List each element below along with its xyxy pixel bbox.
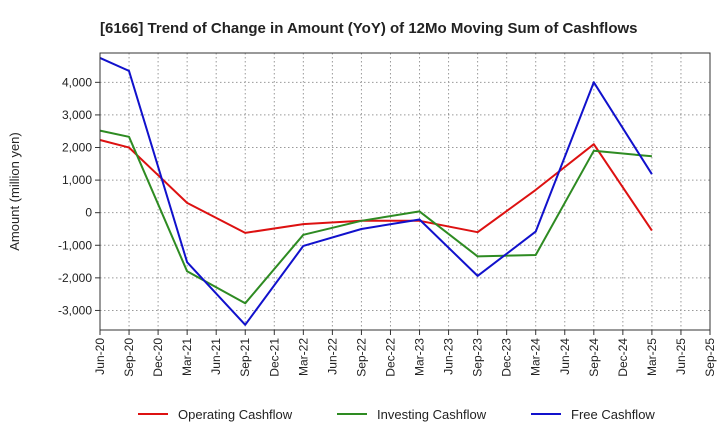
x-tick-label: Dec-23 [500,338,514,377]
y-tick-label: 3,000 [62,108,92,122]
operating-cashflow-line [99,139,653,234]
x-tick-label: Dec-24 [616,338,630,377]
legend-label: Operating Cashflow [178,407,293,422]
x-tick-label: Sep-20 [122,338,136,377]
x-tick-label: Sep-23 [471,338,485,377]
x-tick-label: Jun-23 [442,338,456,375]
y-tick-label: 0 [85,206,92,220]
x-tick-label: Sep-25 [703,338,717,377]
grid-layer [99,53,711,330]
x-tick-label: Mar-21 [180,338,194,376]
y-axis-label: Amount (million yen) [7,132,22,251]
legend-item-investing-cashflow: Investing Cashflow [337,407,487,422]
y-tick-label: 1,000 [62,173,92,187]
series-layer [99,56,653,326]
x-tick-label: Jun-22 [325,338,339,375]
x-tick-label: Jun-21 [209,338,223,375]
legend-item-free-cashflow: Free Cashflow [531,407,655,422]
x-tick-label: Dec-22 [383,338,397,377]
free-cashflow-line [99,56,653,326]
x-tick-label: Dec-20 [151,338,165,377]
x-tick-label: Mar-23 [413,338,427,376]
x-tick-label: Jun-24 [558,338,572,375]
y-tick-label: -2,000 [58,271,92,285]
investing-cashflow-line [99,129,652,305]
y-tick-label: -3,000 [58,303,92,317]
legend-label: Investing Cashflow [377,407,487,422]
legend: Operating Cashflow Investing Cashflow Free… [138,407,655,422]
y-tick-label: 2,000 [62,141,92,155]
x-tick-label: Mar-25 [645,338,659,376]
y-tick-label: -1,000 [58,238,92,252]
y-tick-label: 4,000 [62,75,92,89]
x-tick-label: Mar-24 [529,338,543,376]
plot-area-border [99,52,711,331]
chart-title: [6166] Trend of Change in Amount (YoY) o… [100,20,638,37]
x-tick-label: Sep-24 [587,338,601,377]
x-tick-label: Jun-25 [674,338,688,375]
x-tick-label: Dec-21 [267,338,281,377]
x-tick-label: Jun-20 [93,338,107,375]
x-tick-label: Mar-22 [296,338,310,376]
legend-label: Free Cashflow [571,407,655,422]
axis-layer: 4,000 3,000 2,000 1,000 0 -1,000 -2,000 -3,000 J… [7,52,717,377]
legend-item-operating-cashflow: Operating Cashflow [138,407,293,422]
x-tick-label: Sep-21 [238,338,252,377]
x-tick-label: Sep-22 [354,338,368,377]
